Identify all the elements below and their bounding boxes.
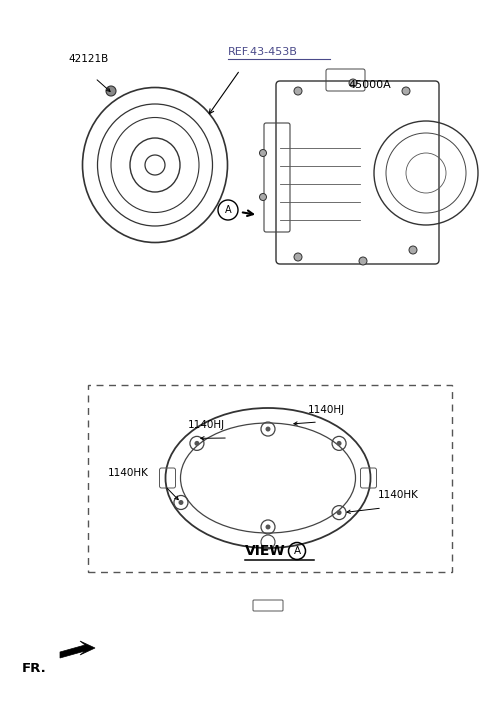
Circle shape — [106, 86, 116, 96]
Circle shape — [179, 500, 183, 505]
Text: VIEW: VIEW — [245, 544, 286, 558]
Text: FR.: FR. — [22, 662, 47, 675]
Circle shape — [336, 510, 342, 515]
Circle shape — [265, 426, 271, 431]
Text: A: A — [293, 546, 300, 556]
Circle shape — [294, 253, 302, 261]
Circle shape — [402, 87, 410, 95]
Text: REF.43-453B: REF.43-453B — [228, 47, 298, 57]
Circle shape — [409, 246, 417, 254]
Text: 1140HK: 1140HK — [108, 468, 149, 478]
Text: 1140HK: 1140HK — [378, 490, 419, 500]
Polygon shape — [60, 641, 95, 658]
Circle shape — [260, 193, 266, 201]
Text: A: A — [225, 205, 231, 215]
Text: 45000A: 45000A — [348, 80, 391, 90]
Text: 1140HJ: 1140HJ — [308, 405, 345, 415]
Text: 42121B: 42121B — [68, 54, 108, 64]
Circle shape — [260, 150, 266, 157]
Circle shape — [265, 525, 271, 530]
Circle shape — [294, 87, 302, 95]
Text: 1140HJ: 1140HJ — [188, 420, 225, 430]
Circle shape — [349, 79, 357, 87]
Circle shape — [194, 441, 199, 446]
Circle shape — [336, 441, 342, 446]
Circle shape — [359, 257, 367, 265]
